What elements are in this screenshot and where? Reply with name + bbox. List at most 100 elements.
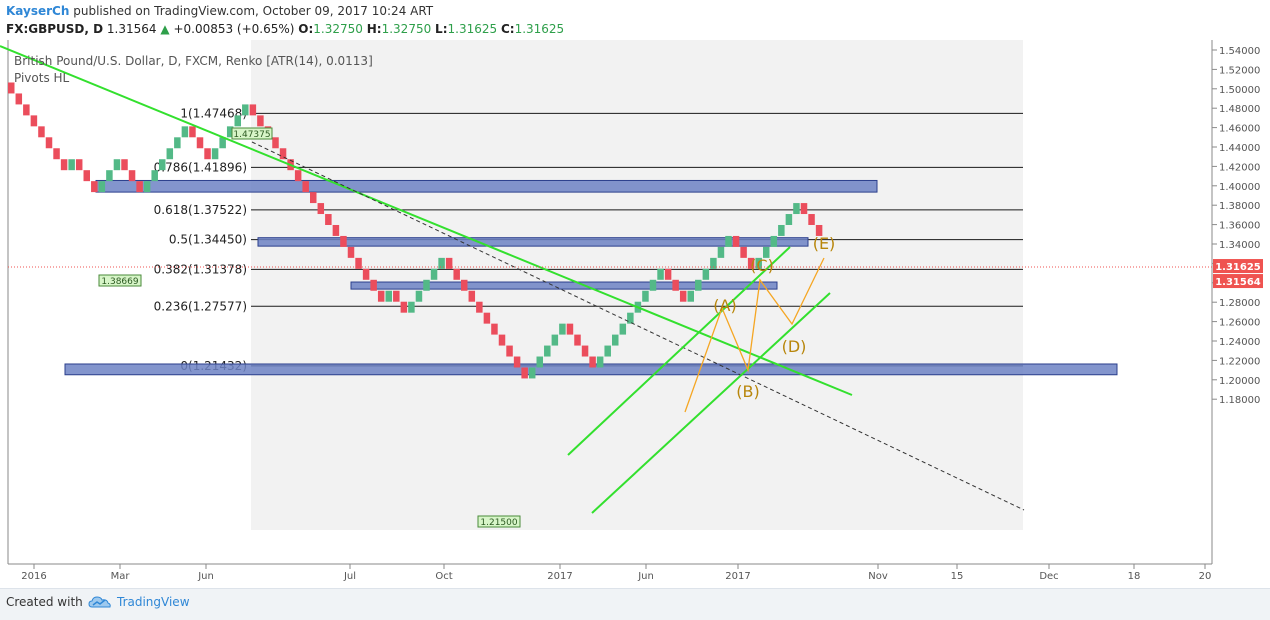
renko-brick-up <box>528 367 536 379</box>
high-label: H: <box>366 22 382 36</box>
price-tag-box <box>1213 259 1263 274</box>
last-price: 1.31564 <box>106 22 157 36</box>
renko-brick-up <box>770 235 778 247</box>
channel-lower-line <box>591 292 831 514</box>
renko-brick-down <box>294 170 302 182</box>
x-tick-label: 2016 <box>21 571 46 582</box>
chart-header: KayserCh published on TradingView.com, O… <box>0 0 1270 40</box>
renko-brick-down <box>589 356 596 368</box>
dashed-trendline <box>251 141 1025 511</box>
x-tick-label: 2017 <box>547 571 572 582</box>
y-tick-label: 1.28000 <box>1219 298 1260 309</box>
y-tick-label: 1.24000 <box>1219 337 1260 348</box>
y-tick-label: 1.36000 <box>1219 221 1260 232</box>
renko-brick-up <box>159 159 166 171</box>
close-label: C: <box>500 22 515 36</box>
price-tag-label: 1.31564 <box>1215 277 1261 288</box>
renko-brick-down <box>15 93 23 105</box>
price-tag-box <box>1213 274 1263 289</box>
y-tick-label: 1.26000 <box>1219 318 1260 329</box>
y-tick-label: 1.20000 <box>1219 376 1260 387</box>
renko-brick-up <box>430 268 438 280</box>
renko-brick-down <box>30 115 38 127</box>
renko-brick-up <box>649 279 657 291</box>
price-change: +0.00853 (+0.65%) <box>173 22 295 36</box>
renko-brick-down <box>732 235 740 247</box>
renko-brick-down <box>204 148 211 160</box>
renko-brick-down <box>461 279 468 291</box>
y-tick-label: 1.54000 <box>1219 46 1260 57</box>
price-chart[interactable]: 1.54000 1.52000 1.50000 1.48000 1.46000 1.440… <box>0 40 1270 588</box>
drawings[interactable] <box>0 45 1025 514</box>
wave-label: (A) <box>713 296 736 315</box>
pivot-label-box <box>477 515 521 528</box>
x-tick-label: Jul <box>343 571 356 582</box>
renko-brick-down <box>189 126 196 138</box>
renko-brick-down <box>347 246 355 258</box>
renko-brick-down <box>75 159 83 171</box>
renko-brick-down <box>83 170 90 182</box>
renko-brick-up <box>596 356 604 368</box>
renko-brick-down <box>302 181 309 193</box>
wave-label: (E) <box>813 234 836 253</box>
pivot-label: 1.21500 <box>480 518 517 528</box>
legend-indicator: Pivots HL <box>14 71 70 85</box>
renko-brick-up <box>627 312 634 324</box>
renko-brick-down <box>574 334 581 346</box>
renko-brick-up <box>763 246 770 258</box>
renko-brick-up <box>438 257 445 269</box>
y-tick-label: 1.50000 <box>1219 85 1260 96</box>
renko-brick-up <box>181 126 189 138</box>
zone-rectangle <box>350 281 778 290</box>
renko-brick-up <box>219 137 226 149</box>
y-tick-label: 1.48000 <box>1219 104 1260 115</box>
x-tick-label: Mar <box>111 571 131 582</box>
renko-brick-up <box>423 279 430 291</box>
renko-brick-up <box>226 126 234 138</box>
support-resistance-zones[interactable] <box>64 179 1118 376</box>
renko-brick-up <box>151 170 158 182</box>
renko-brick-down <box>581 345 589 357</box>
renko-brick-up <box>174 137 181 149</box>
x-tick-label: Dec <box>1039 571 1058 582</box>
renko-brick-up <box>113 159 121 171</box>
renko-brick-up <box>785 214 793 225</box>
downtrend-line <box>0 45 853 396</box>
renko-brick-up <box>166 148 174 160</box>
x-tick-label: Jun <box>637 571 654 582</box>
high-value: 1.32750 <box>381 22 432 36</box>
pivot-label-box <box>98 274 142 287</box>
renko-brick-down <box>196 137 204 149</box>
fib-level-label: 0.5(1.34450) <box>169 233 247 247</box>
author-name[interactable]: KayserCh <box>6 4 70 18</box>
renko-brick-down <box>664 268 672 280</box>
renko-brick-up <box>717 246 725 258</box>
time-axis[interactable]: 2016 Mar Jun Jul Oct 2017 Jun 2017 Nov 15 Dec 18 20 <box>21 564 1211 582</box>
y-tick-label: 1.46000 <box>1219 124 1260 135</box>
renko-brick-up <box>725 235 732 247</box>
legend-title: British Pound/U.S. Dollar, D, FXCM, Renk… <box>14 54 373 68</box>
renko-brick-up <box>612 334 619 346</box>
y-tick-label: 1.38000 <box>1219 201 1260 212</box>
renko-brick-up <box>234 115 241 127</box>
x-tick-label: 2017 <box>725 571 750 582</box>
renko-brick-down <box>60 159 68 171</box>
renko-brick-up <box>544 345 551 357</box>
renko-brick-down <box>800 203 808 215</box>
low-label: L: <box>435 22 448 36</box>
publish-info: published on TradingView.com, October 09… <box>73 4 434 18</box>
renko-brick-down <box>362 268 370 280</box>
zone-rectangle <box>257 237 809 247</box>
zone-rectangle <box>95 179 878 193</box>
renko-brick-up <box>242 104 249 116</box>
renko-brick-down <box>483 312 491 324</box>
pivot-label: 1.47375 <box>233 130 270 140</box>
tradingview-cloud-icon <box>88 596 111 608</box>
renko-brick-up <box>619 323 627 335</box>
fib-level-label: 0.786(1.41896) <box>154 160 247 174</box>
renko-brick-down <box>679 290 687 302</box>
tradingview-link[interactable]: TradingView <box>117 595 190 609</box>
renko-brick-down <box>672 279 679 291</box>
fib-level-label: 1(1.47468) <box>180 106 247 120</box>
renko-brick-down <box>128 170 136 182</box>
